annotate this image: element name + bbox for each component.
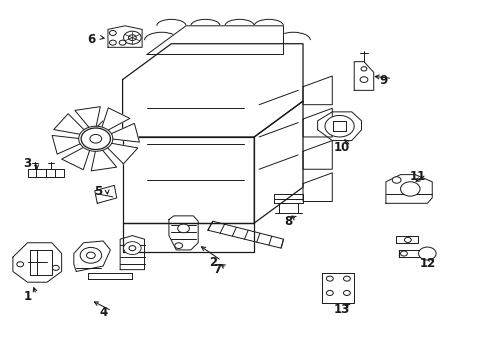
Circle shape (418, 247, 435, 260)
Polygon shape (147, 26, 283, 54)
Text: 1: 1 (23, 290, 32, 303)
Circle shape (90, 134, 102, 143)
Text: 3: 3 (23, 157, 32, 170)
Circle shape (129, 246, 136, 251)
Polygon shape (168, 216, 198, 250)
Circle shape (343, 291, 349, 296)
Polygon shape (385, 175, 431, 203)
Circle shape (119, 40, 126, 45)
Polygon shape (303, 76, 331, 105)
Circle shape (109, 40, 116, 45)
Polygon shape (106, 143, 138, 164)
Circle shape (400, 251, 407, 256)
Polygon shape (109, 123, 139, 142)
Text: 13: 13 (333, 303, 349, 316)
Text: 11: 11 (408, 170, 425, 183)
Text: 5: 5 (94, 185, 102, 198)
Polygon shape (353, 62, 373, 90)
Circle shape (109, 31, 116, 36)
Text: 9: 9 (379, 74, 387, 87)
Circle shape (391, 177, 400, 183)
Circle shape (52, 265, 59, 270)
Polygon shape (91, 149, 117, 171)
Polygon shape (303, 108, 331, 137)
Polygon shape (75, 107, 100, 129)
Polygon shape (395, 236, 417, 243)
Text: 4: 4 (99, 306, 107, 319)
Polygon shape (120, 235, 144, 270)
Circle shape (123, 31, 141, 44)
Polygon shape (13, 243, 61, 282)
Circle shape (359, 77, 367, 82)
Circle shape (326, 276, 332, 281)
Polygon shape (101, 108, 130, 131)
Polygon shape (321, 273, 353, 303)
Polygon shape (52, 135, 82, 154)
Text: 10: 10 (333, 141, 349, 154)
Circle shape (17, 262, 23, 267)
Circle shape (81, 128, 110, 149)
Text: 8: 8 (284, 215, 292, 228)
Circle shape (128, 35, 136, 41)
Polygon shape (207, 221, 283, 248)
Circle shape (404, 237, 410, 242)
Circle shape (177, 224, 189, 233)
Polygon shape (332, 121, 346, 131)
Text: 2: 2 (208, 256, 216, 269)
Polygon shape (303, 140, 331, 169)
Polygon shape (122, 137, 254, 223)
Polygon shape (74, 241, 110, 271)
Polygon shape (30, 250, 52, 275)
Polygon shape (61, 147, 90, 170)
Circle shape (174, 243, 182, 248)
Polygon shape (95, 185, 117, 203)
Circle shape (343, 276, 349, 281)
Text: 12: 12 (418, 257, 435, 270)
Polygon shape (303, 173, 331, 202)
Polygon shape (317, 112, 361, 140)
Polygon shape (27, 168, 64, 177)
Polygon shape (122, 223, 254, 252)
Polygon shape (254, 101, 303, 223)
Text: 7: 7 (213, 263, 221, 276)
Circle shape (360, 67, 366, 71)
Circle shape (86, 252, 95, 258)
Circle shape (79, 126, 113, 151)
Circle shape (123, 242, 141, 255)
Text: 6: 6 (86, 32, 95, 46)
Polygon shape (122, 44, 303, 137)
Circle shape (80, 247, 102, 263)
Polygon shape (398, 250, 427, 257)
Polygon shape (108, 26, 142, 47)
Circle shape (326, 291, 332, 296)
Polygon shape (54, 114, 85, 135)
Circle shape (325, 116, 353, 137)
Circle shape (400, 182, 419, 196)
Polygon shape (273, 194, 303, 203)
